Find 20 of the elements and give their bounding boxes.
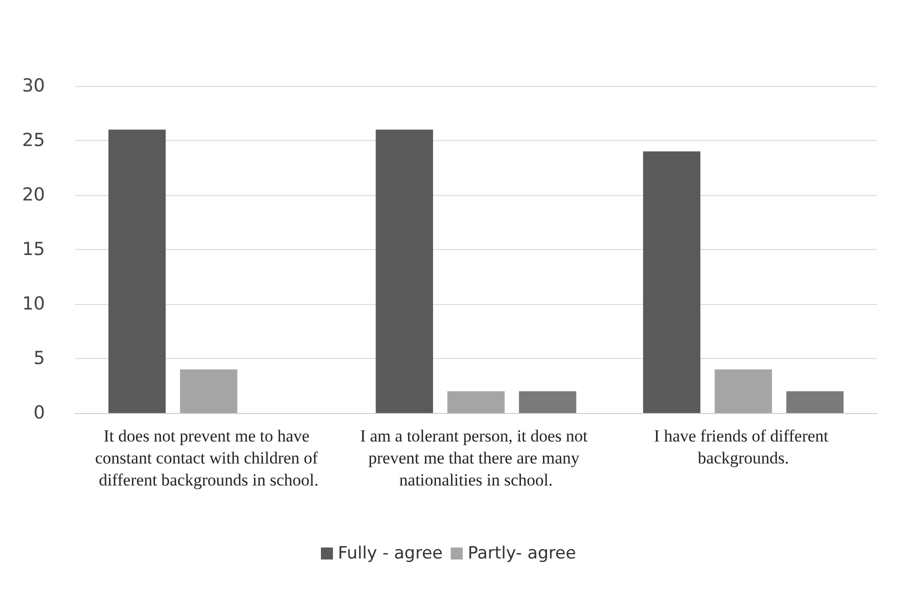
bar: [643, 151, 700, 413]
bar: [786, 391, 844, 413]
x-tick-label: It does not prevent me to have constant contact with children of different backgrounds in school.: [95, 426, 322, 490]
y-tick-label: 5: [34, 348, 45, 369]
bar: [447, 391, 505, 413]
y-tick-label: 30: [22, 76, 45, 96]
bar: [714, 369, 772, 413]
y-tick-label: 0: [34, 402, 45, 424]
y-tick-label: 20: [22, 184, 45, 206]
legend-label: Fully - agree: [338, 544, 443, 564]
y-tick-label: 25: [22, 130, 45, 151]
bar: [108, 130, 166, 413]
y-tick-label: 15: [22, 239, 45, 260]
legend-label: Partly- agree: [468, 544, 576, 564]
x-tick-label: I am a tolerant person, it does not prevent me that there are many nationalities in school.: [360, 426, 592, 490]
bar: [376, 130, 434, 413]
bar: [180, 369, 238, 413]
bar: [518, 391, 576, 413]
x-tick-label: I have friends of different backgrounds.: [654, 426, 833, 468]
y-tick-label: 10: [22, 294, 45, 314]
